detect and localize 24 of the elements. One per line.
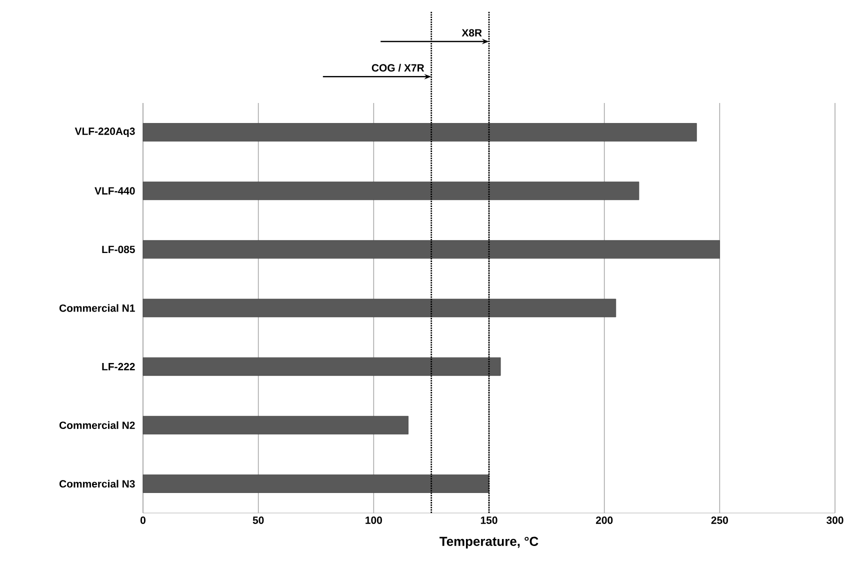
y-tick-label: VLF-440 <box>94 187 135 195</box>
bar <box>142 298 616 318</box>
x-tick-label: 300 <box>826 516 844 524</box>
bar <box>142 123 697 142</box>
bar <box>142 416 408 434</box>
y-tick-label: LF-222 <box>102 362 135 370</box>
bar <box>142 240 720 259</box>
x-tick-label: 50 <box>252 516 264 524</box>
x-tick-label: 250 <box>711 516 728 524</box>
ref-line-label: COG / X7R <box>372 64 424 72</box>
y-tick-label: VLF-220Aq3 <box>74 128 135 138</box>
bar <box>142 182 640 200</box>
x-tick-label: 200 <box>596 516 613 524</box>
y-tick-label: Commercial N1 <box>59 304 135 312</box>
x-tick-label: 150 <box>480 516 498 524</box>
x-tick-label: 0 <box>140 516 146 524</box>
ref-line-label: X8R <box>462 29 482 37</box>
bar <box>142 357 501 376</box>
x-tick-label: 100 <box>366 516 382 524</box>
y-tick-label: Commercial N2 <box>59 421 135 429</box>
y-tick-label: Commercial N3 <box>59 480 135 488</box>
x-axis-title: Temperature, °C <box>440 536 538 549</box>
bar <box>142 474 490 493</box>
y-tick-label: LF-085 <box>102 246 135 254</box>
